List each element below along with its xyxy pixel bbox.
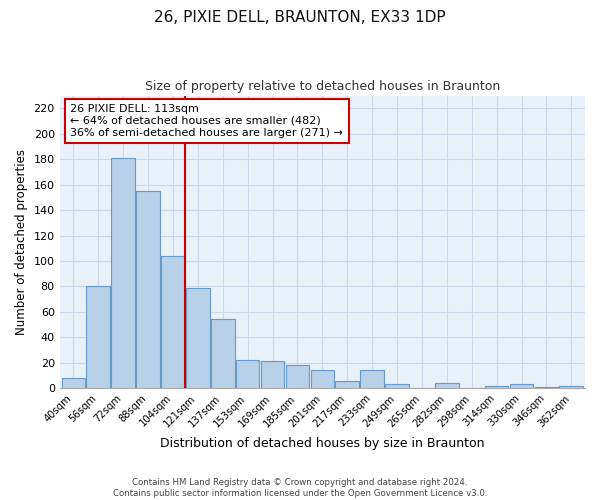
Bar: [335, 380, 359, 388]
Bar: [186, 288, 209, 388]
Bar: [535, 387, 558, 388]
Bar: [435, 383, 458, 388]
Bar: [112, 158, 135, 388]
Bar: [211, 320, 235, 388]
Title: Size of property relative to detached houses in Braunton: Size of property relative to detached ho…: [145, 80, 500, 93]
Bar: [136, 191, 160, 388]
Text: 26 PIXIE DELL: 113sqm
← 64% of detached houses are smaller (482)
36% of semi-det: 26 PIXIE DELL: 113sqm ← 64% of detached …: [70, 104, 343, 138]
Bar: [261, 362, 284, 388]
Bar: [559, 386, 583, 388]
Bar: [86, 286, 110, 388]
Bar: [286, 366, 309, 388]
Bar: [161, 256, 185, 388]
Bar: [385, 384, 409, 388]
Y-axis label: Number of detached properties: Number of detached properties: [15, 149, 28, 335]
Bar: [485, 386, 508, 388]
Bar: [62, 378, 85, 388]
Bar: [236, 360, 259, 388]
Bar: [361, 370, 384, 388]
Bar: [509, 384, 533, 388]
Text: Contains HM Land Registry data © Crown copyright and database right 2024.
Contai: Contains HM Land Registry data © Crown c…: [113, 478, 487, 498]
X-axis label: Distribution of detached houses by size in Braunton: Distribution of detached houses by size …: [160, 437, 485, 450]
Bar: [311, 370, 334, 388]
Text: 26, PIXIE DELL, BRAUNTON, EX33 1DP: 26, PIXIE DELL, BRAUNTON, EX33 1DP: [154, 10, 446, 25]
